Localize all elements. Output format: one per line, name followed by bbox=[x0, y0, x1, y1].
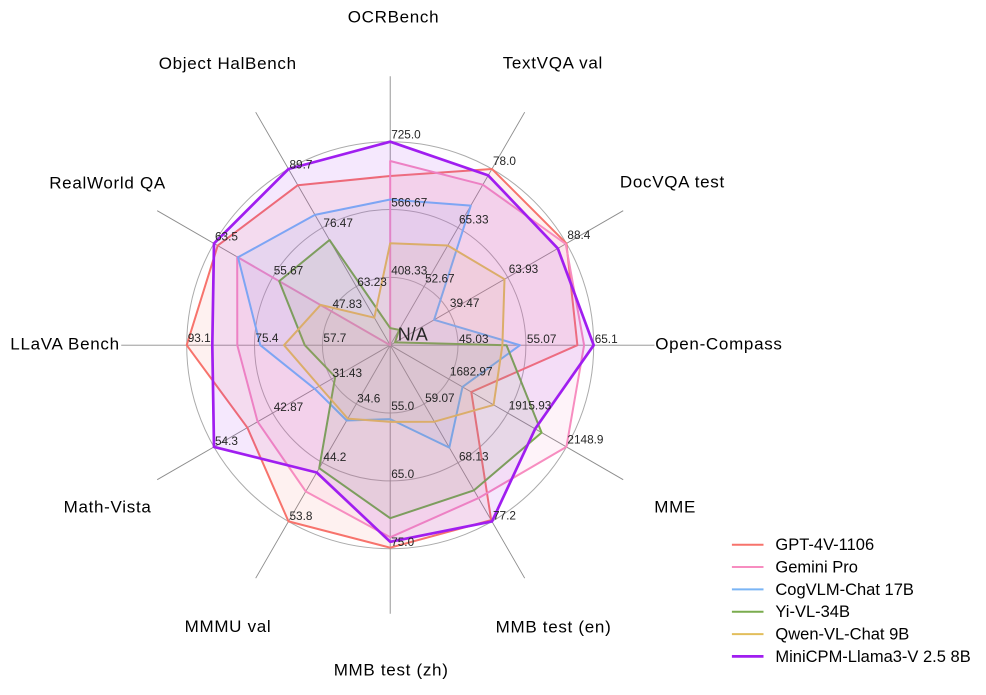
svg-text:57.7: 57.7 bbox=[323, 331, 346, 345]
svg-text:65.1: 65.1 bbox=[595, 332, 618, 346]
svg-text:47.83: 47.83 bbox=[333, 297, 363, 311]
svg-text:Open-Compass: Open-Compass bbox=[655, 334, 782, 353]
svg-text:75.4: 75.4 bbox=[256, 331, 279, 345]
svg-text:DocVQA test: DocVQA test bbox=[620, 173, 725, 192]
svg-text:75.0: 75.0 bbox=[391, 535, 414, 549]
svg-text:55.07: 55.07 bbox=[527, 332, 557, 346]
svg-text:63.5: 63.5 bbox=[215, 229, 238, 243]
svg-text:42.87: 42.87 bbox=[274, 400, 304, 414]
svg-text:MiniCPM-Llama3-V 2.5 8B: MiniCPM-Llama3-V 2.5 8B bbox=[775, 648, 970, 666]
svg-text:MME: MME bbox=[654, 497, 696, 516]
svg-text:63.23: 63.23 bbox=[357, 275, 387, 289]
svg-text:1915.93: 1915.93 bbox=[509, 399, 552, 413]
svg-text:31.43: 31.43 bbox=[333, 366, 363, 380]
svg-text:59.07: 59.07 bbox=[425, 391, 455, 405]
svg-text:44.2: 44.2 bbox=[323, 450, 346, 464]
svg-text:53.8: 53.8 bbox=[290, 509, 313, 523]
svg-text:Object HalBench: Object HalBench bbox=[159, 54, 297, 73]
svg-text:55.0: 55.0 bbox=[391, 399, 414, 413]
svg-text:68.13: 68.13 bbox=[459, 450, 489, 464]
svg-text:54.3: 54.3 bbox=[215, 434, 238, 448]
svg-text:725.0: 725.0 bbox=[391, 128, 421, 142]
svg-text:34.6: 34.6 bbox=[357, 391, 380, 405]
svg-text:1682.97: 1682.97 bbox=[450, 365, 493, 379]
svg-text:Gemini Pro: Gemini Pro bbox=[775, 559, 858, 577]
svg-text:88.4: 88.4 bbox=[567, 228, 590, 242]
svg-text:78.0: 78.0 bbox=[493, 154, 516, 168]
svg-text:MMMU val: MMMU val bbox=[185, 617, 272, 636]
svg-text:39.47: 39.47 bbox=[450, 296, 480, 310]
svg-text:MMB test (zh): MMB test (zh) bbox=[334, 661, 449, 680]
svg-text:2148.9: 2148.9 bbox=[567, 433, 603, 447]
svg-text:55.67: 55.67 bbox=[274, 263, 304, 277]
svg-text:65.0: 65.0 bbox=[391, 467, 414, 481]
svg-text:MMB test (en): MMB test (en) bbox=[496, 618, 612, 637]
svg-text:63.93: 63.93 bbox=[509, 262, 539, 276]
svg-text:Yi-VL-34B: Yi-VL-34B bbox=[775, 603, 850, 621]
svg-text:CogVLM-Chat 17B: CogVLM-Chat 17B bbox=[775, 581, 914, 599]
svg-text:76.47: 76.47 bbox=[323, 216, 353, 230]
svg-text:LLaVA Bench: LLaVA Bench bbox=[10, 334, 119, 353]
svg-text:OCRBench: OCRBench bbox=[348, 8, 440, 27]
svg-text:77.2: 77.2 bbox=[493, 508, 516, 522]
svg-text:65.33: 65.33 bbox=[459, 213, 489, 227]
svg-text:TextVQA val: TextVQA val bbox=[503, 53, 603, 72]
svg-text:N/A: N/A bbox=[398, 325, 428, 345]
svg-text:408.33: 408.33 bbox=[391, 263, 428, 277]
svg-text:RealWorld QA: RealWorld QA bbox=[49, 174, 166, 193]
svg-text:89.7: 89.7 bbox=[290, 158, 313, 172]
svg-text:GPT-4V-1106: GPT-4V-1106 bbox=[775, 536, 874, 554]
svg-text:52.67: 52.67 bbox=[425, 272, 455, 286]
svg-text:45.03: 45.03 bbox=[459, 332, 489, 346]
svg-text:566.67: 566.67 bbox=[391, 196, 427, 210]
svg-text:Qwen-VL-Chat 9B: Qwen-VL-Chat 9B bbox=[775, 626, 909, 644]
svg-text:Math-Vista: Math-Vista bbox=[64, 498, 152, 517]
svg-text:93.1: 93.1 bbox=[188, 331, 211, 345]
